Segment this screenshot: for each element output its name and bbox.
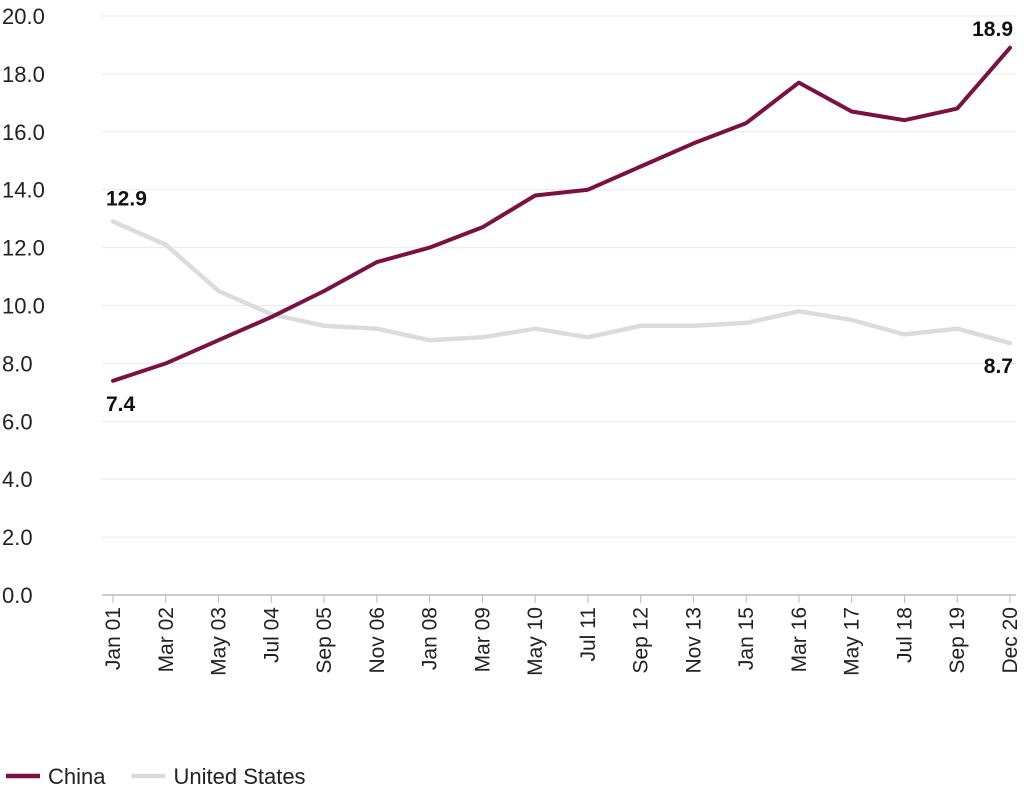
x-axis: Jan 01 Mar 02 May 03 Jul 04 Sep 05 Nov 06 Jan … xyxy=(102,595,1022,676)
y-axis: 0.0 2.0 4.0 6.0 8.0 10.0 12.0 14.0 16.0 18.0 20.0 xyxy=(2,4,45,608)
grid-lines xyxy=(102,15,1016,596)
y-tick-label: 0.0 xyxy=(2,583,33,608)
x-tick-label: Jan 08 xyxy=(419,607,442,670)
data-label: 7.4 xyxy=(106,393,136,416)
y-tick-label: 20.0 xyxy=(2,4,45,29)
x-tick-label: Sep 19 xyxy=(946,607,969,674)
series-line-china xyxy=(111,45,1012,383)
x-tick-label: Jan 15 xyxy=(735,607,758,670)
y-tick-label: 2.0 xyxy=(2,525,33,550)
x-tick-label: Jul 18 xyxy=(893,607,916,663)
x-tick-label: Nov 06 xyxy=(366,607,389,674)
x-tick-label: Jul 04 xyxy=(260,607,283,663)
y-tick-label: 8.0 xyxy=(2,351,33,376)
x-tick-label: May 17 xyxy=(841,607,864,676)
y-tick-label: 12.0 xyxy=(2,236,45,261)
series-lines xyxy=(110,45,1013,383)
data-labels: 18.9 7.4 12.9 8.7 xyxy=(106,18,1013,416)
legend: China United States xyxy=(6,764,306,789)
x-tick-label: Nov 13 xyxy=(682,607,705,674)
x-tick-label: Sep 12 xyxy=(630,607,653,674)
x-tick-label: May 03 xyxy=(208,607,231,676)
y-tick-label: 16.0 xyxy=(2,120,45,145)
x-tick-label: Jul 11 xyxy=(577,607,600,661)
y-tick-label: 10.0 xyxy=(2,294,45,319)
data-label: 18.9 xyxy=(972,18,1013,41)
x-tick-label: Jan 01 xyxy=(102,607,125,670)
legend-label: China xyxy=(48,764,106,789)
y-tick-label: 14.0 xyxy=(2,178,45,203)
data-label: 12.9 xyxy=(106,188,147,211)
x-tick-label: Dec 20 xyxy=(999,607,1022,674)
x-tick-label: Mar 16 xyxy=(788,607,811,672)
x-tick-label: Mar 02 xyxy=(155,607,178,672)
legend-label: United States xyxy=(173,764,305,789)
data-label: 8.7 xyxy=(984,355,1013,378)
x-tick-label: May 10 xyxy=(524,607,547,676)
x-tick-label: Mar 09 xyxy=(471,607,494,672)
x-tick-label: Sep 05 xyxy=(313,607,336,674)
series-line-united-states xyxy=(110,219,1013,346)
y-tick-label: 6.0 xyxy=(2,409,33,434)
y-tick-label: 4.0 xyxy=(2,467,33,492)
y-tick-label: 18.0 xyxy=(2,62,45,87)
